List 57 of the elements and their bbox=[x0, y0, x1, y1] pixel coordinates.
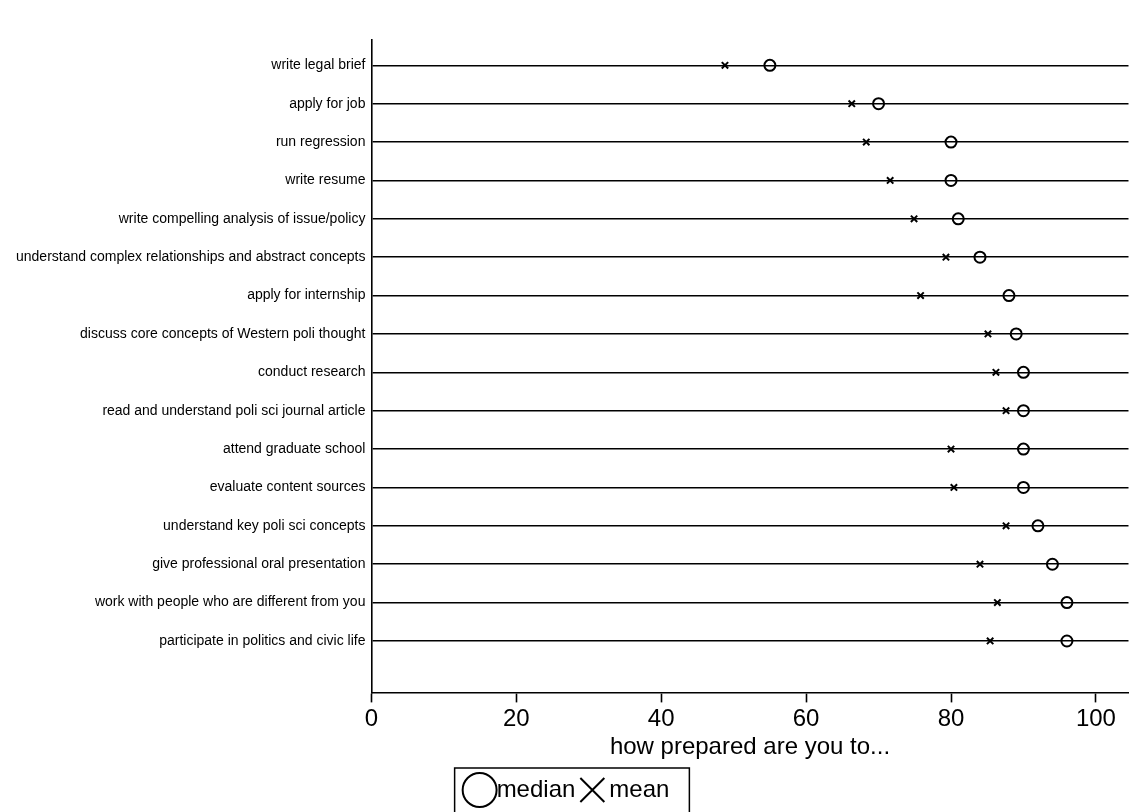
point bbox=[944, 173, 958, 187]
x-tick-label: 60 bbox=[792, 704, 820, 732]
legend-label: mean bbox=[609, 774, 670, 802]
y-tick-label: work with people who are different from you bbox=[93, 593, 366, 610]
x-tick-label: 20 bbox=[502, 704, 530, 732]
point bbox=[1060, 596, 1074, 610]
point bbox=[885, 176, 895, 185]
point bbox=[1016, 365, 1030, 379]
y-tick-label: evaluate content sources bbox=[209, 478, 366, 495]
point bbox=[1009, 327, 1023, 341]
y-tick-label: give professional oral presentation bbox=[152, 555, 366, 572]
y-tick-label: read and understand poli sci journal article bbox=[102, 401, 366, 418]
y-tick-label: conduct research bbox=[258, 363, 366, 380]
point bbox=[847, 99, 856, 108]
point bbox=[993, 598, 1002, 607]
y-tick-label: write legal brief bbox=[270, 56, 366, 73]
x-tick-label: 40 bbox=[647, 704, 675, 732]
x-tick-label: 100 bbox=[1075, 704, 1116, 732]
point bbox=[909, 214, 919, 224]
legend-label: median bbox=[496, 774, 576, 802]
x-axis-title: how prepared are you to... bbox=[609, 732, 891, 760]
y-tick-label: participate in politics and civic life bbox=[159, 631, 366, 648]
point bbox=[944, 135, 958, 149]
point bbox=[946, 444, 956, 454]
y-tick-label: understand complex relationships and abstract concepts bbox=[15, 248, 366, 265]
y-tick-label: run regression bbox=[275, 132, 366, 149]
y-tick-label: apply for internship bbox=[247, 286, 366, 303]
point bbox=[1060, 634, 1074, 648]
point bbox=[1016, 480, 1030, 494]
y-tick-label: discuss core concepts of Western poli thought bbox=[80, 324, 366, 341]
point bbox=[862, 137, 871, 147]
point bbox=[1016, 404, 1030, 418]
point bbox=[1031, 519, 1045, 533]
point bbox=[949, 483, 959, 492]
point bbox=[872, 97, 886, 111]
point bbox=[951, 212, 965, 226]
point bbox=[985, 636, 995, 646]
x-tick-label: 0 bbox=[364, 704, 379, 732]
point bbox=[941, 253, 951, 262]
y-tick-label: attend graduate school bbox=[222, 439, 366, 456]
point bbox=[916, 291, 925, 300]
point bbox=[1016, 442, 1030, 456]
point bbox=[763, 58, 777, 72]
point bbox=[1001, 406, 1011, 415]
x-tick-label: 80 bbox=[937, 704, 965, 732]
point bbox=[1002, 289, 1016, 303]
y-tick-label: write compelling analysis of issue/policy bbox=[117, 209, 366, 226]
point bbox=[1001, 521, 1011, 531]
y-tick-label: apply for job bbox=[289, 94, 366, 111]
y-tick-label: write resume bbox=[284, 171, 366, 188]
point bbox=[983, 329, 993, 339]
point bbox=[1045, 557, 1059, 571]
point bbox=[973, 250, 987, 264]
point bbox=[975, 560, 985, 569]
point bbox=[720, 61, 730, 70]
point bbox=[991, 368, 1001, 377]
y-tick-label: understand key poli sci concepts bbox=[163, 516, 366, 533]
